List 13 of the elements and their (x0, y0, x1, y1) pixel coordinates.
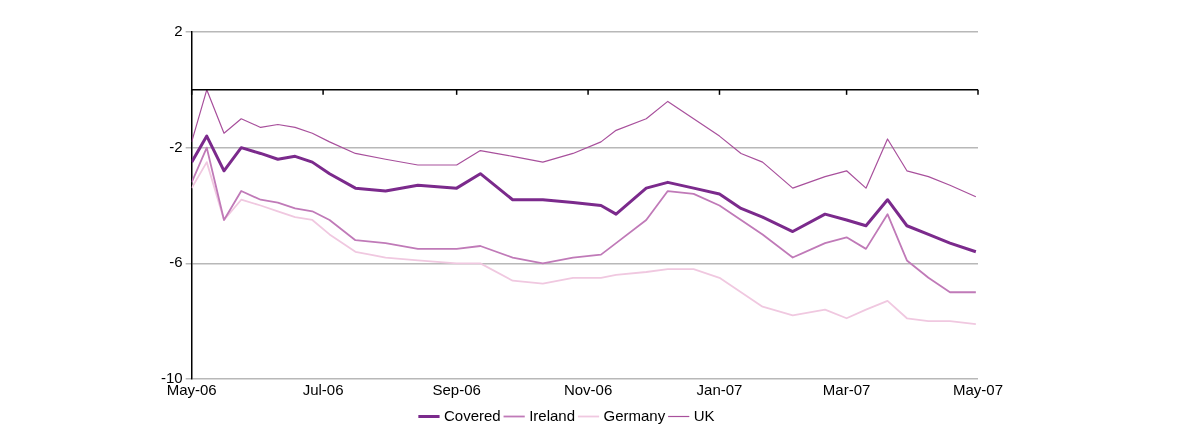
x-tick-label: Mar-07 (822, 381, 871, 399)
legend-label: Germany (603, 406, 666, 424)
legend-label: UK (693, 406, 715, 424)
x-tick-label: Nov-06 (563, 381, 613, 399)
legend-label: Ireland (529, 406, 576, 424)
y-tick-label: 2 (174, 22, 183, 40)
legend-label: Covered (443, 406, 501, 424)
y-tick-label: -6 (169, 253, 183, 271)
x-tick-label: Sep-06 (432, 381, 481, 399)
y-tick-label: -2 (169, 137, 183, 155)
x-tick-label: Jul-06 (302, 381, 344, 399)
x-tick-label: May-07 (952, 381, 1004, 399)
x-tick-label: Jan-07 (696, 381, 743, 399)
